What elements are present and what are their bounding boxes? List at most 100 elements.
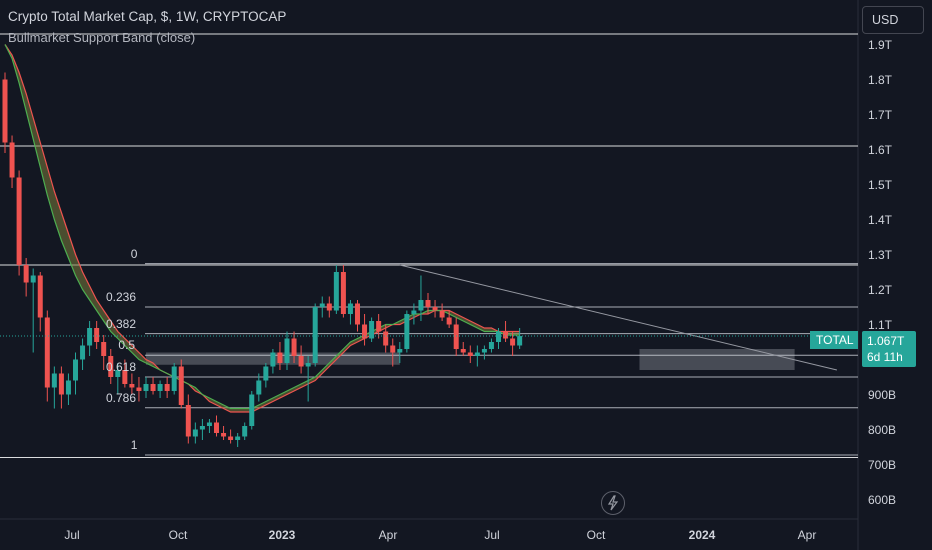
candle-body: [206, 422, 212, 426]
candle-body: [249, 394, 255, 426]
candle-body: [73, 359, 78, 381]
time-axis-label: Apr: [378, 528, 398, 542]
price-axis-label: 1.2T: [868, 282, 893, 297]
price-axis-label: 600B: [868, 492, 897, 507]
candle-body: [9, 142, 15, 178]
candle-body: [242, 426, 248, 437]
fib-level-label: 0: [130, 246, 138, 261]
candle-body: [453, 324, 459, 349]
price-axis-label: 700B: [868, 457, 897, 472]
candle-body: [347, 303, 353, 314]
price-axis-label: 1.9T: [868, 37, 893, 52]
candle-body: [23, 265, 29, 283]
candle-body: [418, 300, 424, 311]
candle-body: [496, 331, 501, 342]
candle-body: [150, 384, 156, 391]
candle-body: [355, 303, 360, 325]
candle-body: [284, 338, 290, 363]
candle-body: [164, 384, 170, 391]
last-price-value: 1.067T: [867, 334, 905, 348]
candle-body: [115, 370, 121, 377]
time-axis-label: 2024: [688, 528, 716, 542]
candle-body: [503, 331, 509, 339]
fib-level-label: 0.236: [106, 290, 137, 304]
candle-body: [312, 307, 318, 363]
candle-body: [65, 380, 71, 395]
candle-body: [44, 317, 50, 388]
time-axis-label: Oct: [586, 528, 606, 542]
price-axis-label: 1.7T: [868, 107, 893, 122]
price-axis-label: 900B: [868, 387, 897, 402]
candle-body: [411, 310, 417, 314]
candle-body: [228, 436, 234, 440]
candle-body: [122, 370, 128, 384]
candle-body: [481, 349, 487, 353]
candle-body: [298, 356, 304, 367]
candle-body: [376, 321, 382, 332]
candle-body: [369, 321, 375, 339]
candle-body: [101, 342, 107, 356]
candle-body: [256, 380, 262, 395]
candle-body: [488, 342, 494, 349]
last-price-tag: 1.067T 6d 11h: [862, 331, 916, 367]
candle-body: [94, 328, 100, 342]
candle-body: [192, 429, 198, 437]
candle-body: [446, 317, 452, 325]
candle-body: [136, 387, 142, 391]
candle-body: [432, 307, 438, 311]
bar-countdown: 6d 11h: [867, 350, 903, 364]
candle-body: [214, 422, 219, 433]
candle-body: [129, 384, 135, 388]
fib-level-label: 0.382: [106, 316, 137, 331]
candle-body: [467, 352, 473, 356]
candle-body: [58, 373, 64, 395]
candle-body: [510, 338, 516, 346]
candle-body: [87, 328, 93, 346]
candle-body: [390, 345, 396, 353]
candle-body: [143, 384, 149, 391]
candle-body: [326, 303, 332, 311]
candle-body: [16, 177, 22, 265]
candle-body: [30, 275, 36, 283]
time-axis-label: Jul: [484, 528, 500, 542]
candle-body: [221, 433, 227, 437]
lightning-bolt-icon[interactable]: [601, 491, 625, 515]
candle-body: [80, 345, 86, 360]
candle-body: [404, 314, 410, 349]
fib-level-label: 0.786: [106, 390, 137, 405]
price-axis-label: 1.8T: [868, 72, 893, 87]
candle-body: [199, 426, 205, 430]
candle-body: [157, 384, 163, 391]
price-axis-label: 1.1T: [868, 317, 893, 332]
price-axis-label: 1.4T: [868, 212, 893, 227]
candle-body: [319, 303, 325, 307]
price-axis-label: 1.5T: [868, 177, 893, 192]
lightning-bolt-glyph: [607, 495, 619, 511]
candle-body: [2, 79, 8, 143]
price-axis-label: 1.6T: [868, 142, 893, 157]
candle-body: [171, 366, 177, 391]
candle-body: [185, 405, 191, 437]
candle-body: [305, 363, 311, 367]
candle-body: [425, 300, 431, 307]
candle-body: [397, 349, 403, 353]
candle-body: [340, 272, 346, 314]
time-axis-label: Jul: [64, 528, 80, 542]
candle-body: [439, 310, 445, 318]
candle-body: [51, 373, 57, 388]
fib-level-label: 0.618: [106, 360, 137, 374]
candle-body: [291, 338, 297, 356]
candle-body: [383, 331, 389, 346]
time-axis-label: Oct: [168, 528, 188, 542]
price-axis-label: 1.3T: [868, 247, 893, 262]
time-axis-label: 2023: [268, 528, 296, 542]
currency-button[interactable]: USD: [862, 6, 924, 34]
candle-body: [263, 366, 269, 381]
fib-level-label: 1: [130, 438, 138, 453]
candle-body: [178, 366, 184, 405]
indicator-legend[interactable]: Bullmarket Support Band (close): [8, 30, 196, 45]
time-axis-label: Apr: [797, 528, 817, 542]
trend-line: [399, 264, 838, 371]
candle-body: [270, 352, 276, 367]
